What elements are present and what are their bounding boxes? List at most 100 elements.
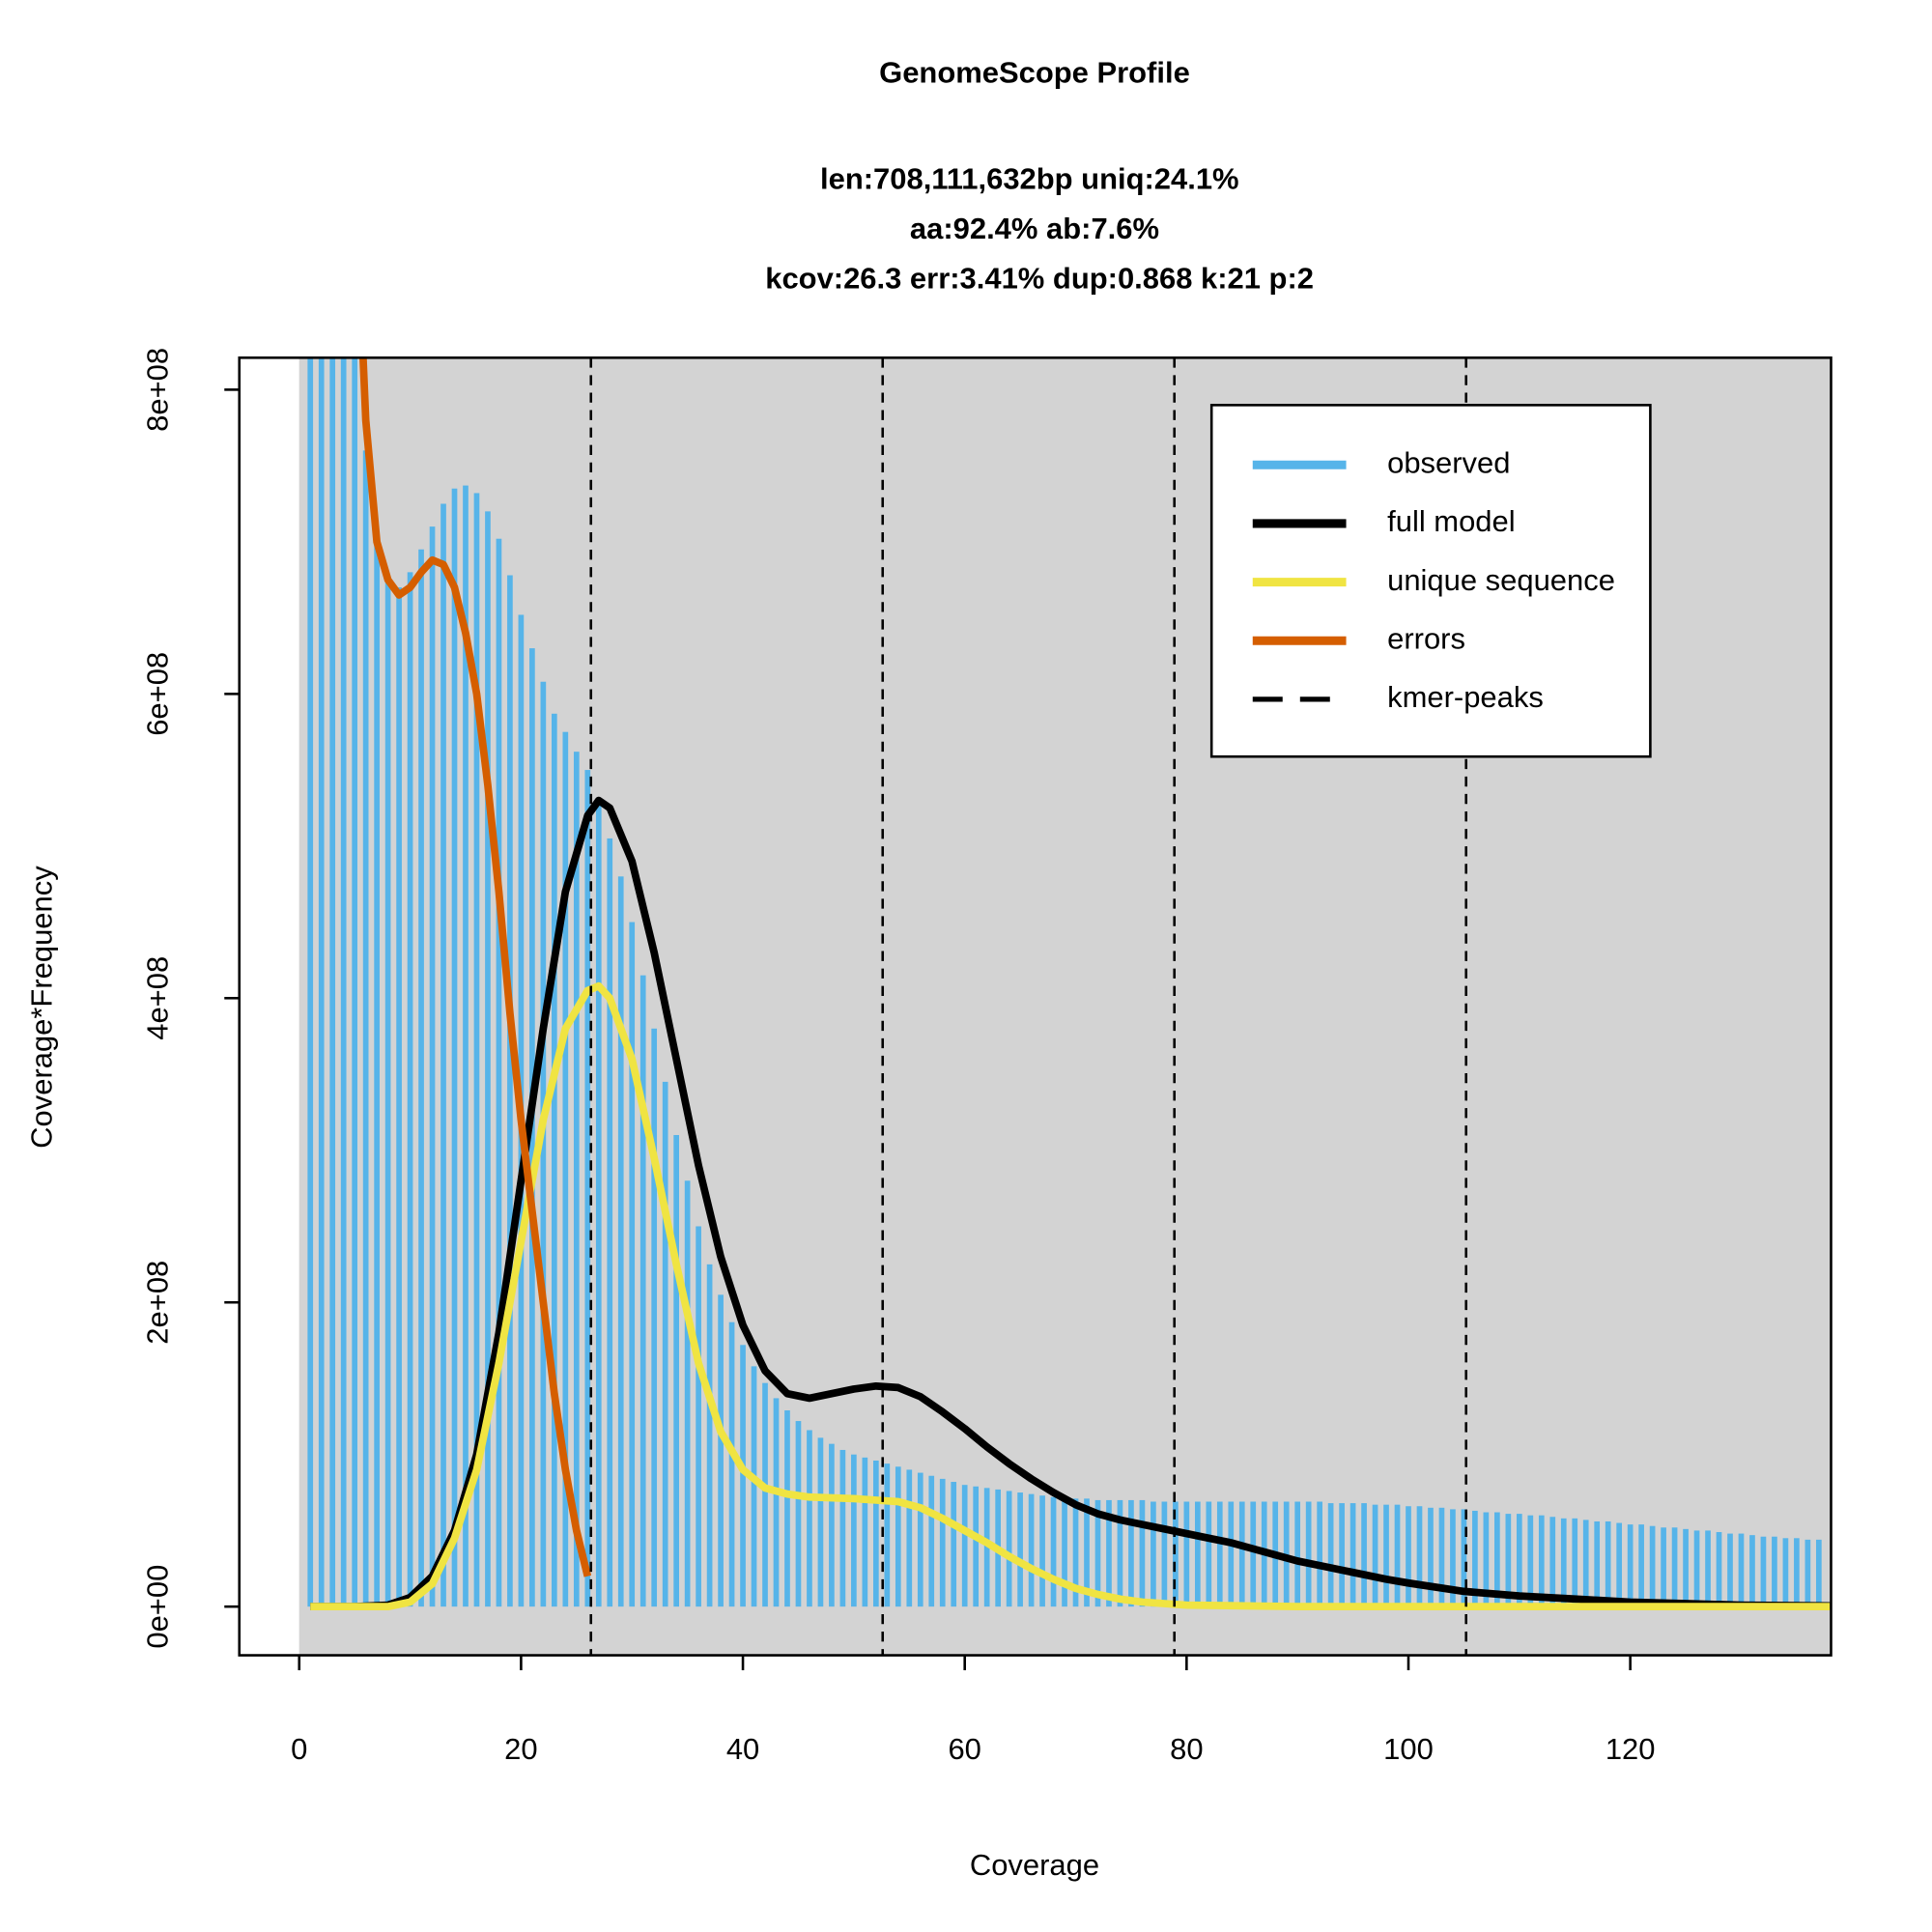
bar: [1183, 1501, 1190, 1607]
bar: [1361, 1503, 1367, 1607]
bar: [773, 1398, 780, 1607]
bar: [1760, 1536, 1767, 1607]
y-tick-label: 6e+08: [140, 652, 174, 736]
bar: [1538, 1515, 1545, 1607]
bar: [607, 838, 613, 1607]
bar: [1782, 1538, 1789, 1607]
line: [310, 981, 1831, 1611]
bar: [1594, 1520, 1601, 1607]
x-axis-label: Coverage: [970, 1848, 1099, 1882]
bar: [595, 800, 602, 1607]
bar: [318, 357, 325, 1607]
line: [359, 357, 592, 1577]
bar: [1206, 1501, 1212, 1607]
bar: [740, 1345, 746, 1607]
bar: [407, 572, 413, 1607]
legend-label: kmer-peaks: [1387, 680, 1544, 714]
subtitle: kcov:26.3 err:3.41% dup:0.868 k:21 p:2: [765, 261, 1314, 295]
bar: [340, 357, 347, 1607]
legend-label: observed: [1387, 445, 1510, 479]
bar: [1228, 1501, 1235, 1607]
bar: [673, 1134, 679, 1607]
bar: [1749, 1535, 1755, 1607]
bar: [795, 1421, 802, 1607]
bar: [374, 541, 380, 1607]
bar: [1472, 1510, 1478, 1607]
bar: [1072, 1498, 1079, 1607]
bar: [807, 1430, 812, 1607]
bar: [1128, 1499, 1134, 1607]
bar: [1372, 1504, 1378, 1607]
bar: [552, 713, 557, 1607]
bar: [1394, 1504, 1401, 1607]
bar: [1238, 1501, 1245, 1607]
bar: [884, 1463, 891, 1607]
bar: [1094, 1499, 1101, 1607]
bar: [862, 1457, 868, 1607]
bar: [1638, 1524, 1644, 1607]
bar: [1084, 1498, 1090, 1607]
bar: [895, 1466, 901, 1607]
plot-frame: [238, 356, 1833, 1657]
x-tick-label: 20: [504, 1732, 537, 1766]
subtitle: len:708,111,632bp uniq:24.1%: [820, 161, 1239, 195]
subtitle: aa:92.4% ab:7.6%: [910, 212, 1159, 245]
line: [310, 796, 1831, 1611]
bar: [562, 731, 569, 1607]
chart-title: GenomeScope Profile: [879, 56, 1190, 90]
bar: [362, 450, 369, 1607]
bar: [1050, 1496, 1057, 1607]
bar: [485, 511, 491, 1607]
bar: [718, 1294, 724, 1607]
bar: [1406, 1506, 1411, 1607]
bar: [1649, 1525, 1656, 1607]
bar: [1350, 1503, 1356, 1607]
bar: [1039, 1495, 1045, 1607]
bar: [1683, 1528, 1689, 1607]
bar: [1428, 1507, 1434, 1607]
bar: [829, 1443, 835, 1607]
bar: [1151, 1501, 1156, 1607]
bar: [418, 549, 424, 1607]
bar: [1161, 1501, 1168, 1607]
bar: [1693, 1530, 1700, 1607]
bar: [463, 485, 469, 1607]
bar: [451, 488, 458, 1607]
bar: [1727, 1533, 1733, 1607]
bar: [1605, 1520, 1611, 1607]
bar: [1250, 1501, 1257, 1607]
bar: [1216, 1501, 1223, 1607]
bar: [1117, 1499, 1123, 1607]
bar: [1527, 1515, 1534, 1607]
bar: [384, 580, 391, 1607]
bar: [1772, 1536, 1777, 1607]
bar: [1294, 1501, 1301, 1607]
bar: [429, 526, 436, 1607]
bar: [1461, 1509, 1467, 1607]
bar: [751, 1366, 757, 1607]
bar: [1616, 1522, 1623, 1607]
bar: [1705, 1530, 1711, 1607]
bar: [573, 752, 580, 1607]
x-tick-label: 60: [948, 1732, 980, 1766]
bar: [307, 357, 314, 1607]
bar: [1549, 1517, 1556, 1607]
bar: [951, 1482, 957, 1607]
bar: [1738, 1533, 1745, 1607]
bar: [973, 1486, 980, 1607]
bar: [440, 503, 446, 1607]
bar: [639, 975, 646, 1607]
bar: [1028, 1493, 1035, 1607]
bar: [906, 1469, 913, 1607]
x-tick-label: 0: [291, 1732, 307, 1766]
bar: [1671, 1527, 1678, 1607]
bar: [762, 1382, 768, 1607]
bar: [983, 1488, 990, 1607]
bar: [1661, 1527, 1666, 1607]
y-tick-label: 8e+08: [140, 348, 174, 432]
bar: [1416, 1506, 1423, 1607]
bar: [928, 1475, 935, 1607]
bar: [706, 1264, 713, 1607]
bar: [662, 1081, 668, 1607]
